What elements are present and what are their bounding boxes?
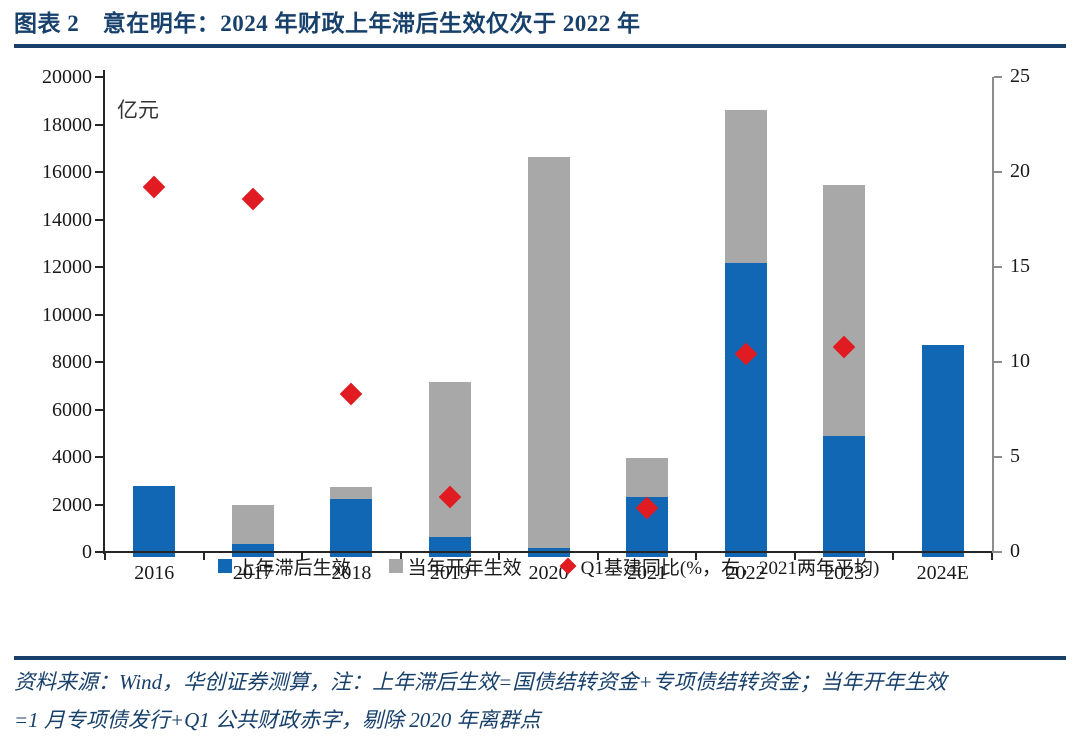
legend-square-icon xyxy=(217,559,232,573)
left-axis-tick xyxy=(95,313,103,316)
source-note-line2: =1 月专项债发行+Q1 公共财政赤字，剔除 2020 年离群点 xyxy=(14,708,541,732)
right-axis-tick-label: 5 xyxy=(1010,445,1020,467)
legend-label: 当年开年生效 xyxy=(407,557,522,579)
chart-area: 亿元 0 2000 4000 6000 8000 10000 12000 14000 16000… xyxy=(0,52,1080,602)
bar-segment-current xyxy=(428,382,471,537)
x-axis-category-label: 2024E xyxy=(916,562,969,584)
bar-segment-current xyxy=(724,110,767,264)
right-axis-tick xyxy=(994,456,1002,458)
bar-segment-current xyxy=(231,504,274,544)
bar-segment-lagged xyxy=(133,485,176,557)
bottom-axis-tick xyxy=(399,553,402,560)
bar-segment-lagged xyxy=(921,345,964,557)
x-axis-category-label: 2021 xyxy=(627,562,668,584)
left-axis-tick-label: 18000 xyxy=(42,113,92,136)
bottom-axis-tick xyxy=(498,553,501,560)
right-axis-line xyxy=(992,77,994,553)
left-axis-tick xyxy=(95,456,103,458)
bottom-axis-tick xyxy=(301,553,304,560)
bottom-axis-tick xyxy=(104,553,106,560)
right-axis-tick-label: 0 xyxy=(1010,540,1020,562)
bar-segment-lagged xyxy=(724,263,767,557)
q1-infrastructure-diamond-marker xyxy=(142,175,166,199)
left-axis-tick-label: 0 xyxy=(82,541,92,563)
bar-segment-lagged xyxy=(330,498,373,557)
source-note-line1: 资料来源：Wind，华创证券测算，注：上年滞后生效=国债结转资金+专项债结转资金… xyxy=(14,670,947,694)
left-axis-tick xyxy=(95,361,103,363)
bottom-axis-tick xyxy=(596,553,599,560)
left-axis-tick xyxy=(95,123,103,126)
right-axis-tick xyxy=(994,551,1002,553)
left-axis-tick xyxy=(95,218,103,221)
left-axis-tick-label: 10000 xyxy=(42,303,92,326)
left-axis-tick xyxy=(95,503,103,506)
right-axis-tick xyxy=(994,361,1002,363)
x-axis-category-label: 2019 xyxy=(429,562,470,584)
legend-diamond-icon xyxy=(559,557,577,575)
footer-divider-rule xyxy=(14,656,1066,660)
bottom-axis-tick xyxy=(695,553,698,560)
bar-segment-current xyxy=(626,458,669,498)
right-axis-tick-label: 25 xyxy=(1010,65,1030,87)
bar-segment-current xyxy=(823,185,866,436)
left-axis-tick xyxy=(95,76,103,78)
bar-segment-current xyxy=(527,156,570,549)
bottom-axis-tick xyxy=(793,553,796,560)
bar-segment-lagged xyxy=(231,543,274,557)
right-axis-tick xyxy=(994,76,1002,78)
left-axis-tick xyxy=(95,266,103,268)
left-axis-tick-label: 14000 xyxy=(42,208,92,231)
legend-label: Q1基建同比(%，右，2021两年平均) xyxy=(580,557,880,579)
x-axis-category-label: 2018 xyxy=(331,562,372,584)
chart-legend: 上年滞后生效 当年开年生效 Q1基建同比(%，右，2021两年平均) xyxy=(105,551,992,581)
title-divider-rule xyxy=(14,44,1066,48)
left-axis-tick xyxy=(95,551,103,553)
bottom-axis-tick xyxy=(892,553,895,560)
x-axis-category-label: 2022 xyxy=(725,562,766,584)
bar-segment-current xyxy=(330,486,373,499)
left-axis-tick-label: 4000 xyxy=(52,446,92,468)
bottom-axis-tick xyxy=(991,553,993,560)
legend-label: 上年滞后生效 xyxy=(236,557,351,579)
left-axis-tick xyxy=(95,171,103,173)
right-axis-tick-label: 15 xyxy=(1010,255,1030,277)
left-axis-tick-label: 12000 xyxy=(42,256,92,278)
left-axis-tick xyxy=(95,408,103,411)
bar-segment-lagged xyxy=(823,435,866,557)
bottom-axis-line xyxy=(103,551,994,553)
left-axis-tick-label: 16000 xyxy=(42,161,92,183)
q1-infrastructure-diamond-marker xyxy=(340,382,363,406)
left-axis-unit-label: 亿元 xyxy=(117,98,159,122)
right-axis-tick-label: 20 xyxy=(1010,160,1030,182)
legend-item: Q1基建同比(%，右，2021两年平均) xyxy=(559,553,880,580)
left-axis-tick-label: 20000 xyxy=(42,66,92,88)
q1-infrastructure-diamond-marker xyxy=(241,187,265,210)
x-axis-category-label: 2016 xyxy=(134,562,175,584)
x-axis-category-label: 2023 xyxy=(824,562,865,584)
legend-square-icon xyxy=(388,559,403,573)
right-axis-tick xyxy=(994,171,1002,173)
x-axis-category-label: 2017 xyxy=(232,562,273,584)
legend-item: 上年滞后生效 xyxy=(217,553,351,580)
figure-title: 图表 2 意在明年：2024 年财政上年滞后生效仅次于 2022 年 xyxy=(14,11,641,36)
x-axis-category-label: 2020 xyxy=(528,562,569,584)
left-axis-tick-label: 2000 xyxy=(52,493,92,516)
right-axis-tick xyxy=(994,266,1002,268)
left-axis-tick-label: 8000 xyxy=(52,351,92,373)
right-axis-tick-label: 10 xyxy=(1010,350,1030,372)
left-axis-tick-label: 6000 xyxy=(52,398,92,421)
legend-item: 当年开年生效 xyxy=(388,553,522,580)
left-axis-line xyxy=(103,70,105,554)
bottom-axis-tick xyxy=(202,553,205,560)
